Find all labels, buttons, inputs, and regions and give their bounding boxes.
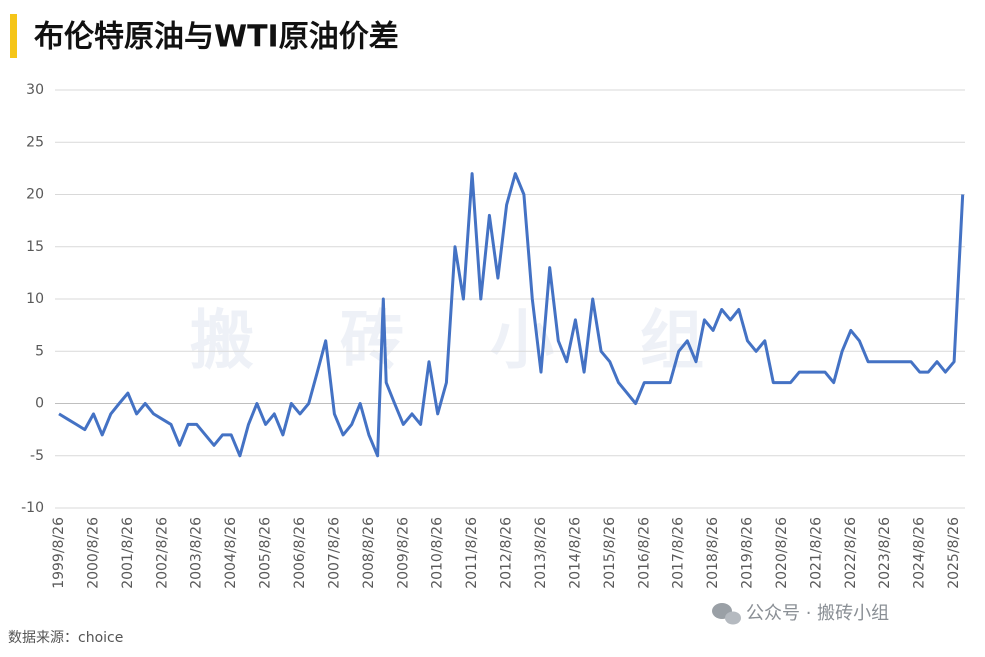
x-tick-label: 2014/8/26 xyxy=(567,517,583,589)
y-tick-label: -10 xyxy=(21,500,44,516)
x-tick-label: 2011/8/26 xyxy=(464,517,480,589)
x-tick-label: 2007/8/26 xyxy=(326,517,342,589)
y-tick-label: 25 xyxy=(26,134,44,150)
x-tick-label: 2023/8/26 xyxy=(877,517,893,589)
x-tick-label: 2013/8/26 xyxy=(533,517,549,589)
x-tick-label: 2008/8/26 xyxy=(361,517,377,589)
x-tick-label: 2004/8/26 xyxy=(223,517,239,589)
x-tick-label: 2003/8/26 xyxy=(189,517,205,589)
y-tick-label: -5 xyxy=(30,448,44,464)
title-accent xyxy=(10,14,17,58)
x-tick-label: 2025/8/26 xyxy=(946,517,962,589)
x-tick-label: 2009/8/26 xyxy=(395,517,411,589)
watermark: 砖 xyxy=(340,305,404,379)
x-tick-label: 2001/8/26 xyxy=(120,517,136,589)
x-tick-label: 2024/8/26 xyxy=(912,517,928,589)
x-tick-label: 2022/8/26 xyxy=(843,517,859,589)
x-tick-label: 2012/8/26 xyxy=(499,517,515,589)
y-tick-label: 15 xyxy=(26,239,44,255)
footer: 公众号 · 搬砖小组 xyxy=(746,603,889,624)
x-tick-label: 2021/8/26 xyxy=(808,517,824,589)
x-tick-label: 2010/8/26 xyxy=(430,517,446,589)
y-tick-label: 20 xyxy=(26,187,44,203)
x-tick-label: 2005/8/26 xyxy=(258,517,274,589)
x-tick-label: 2020/8/26 xyxy=(774,517,790,589)
x-tick-label: 2018/8/26 xyxy=(705,517,721,589)
x-tick-label: 1999/8/26 xyxy=(51,517,67,589)
y-tick-label: 5 xyxy=(35,343,44,359)
data-line xyxy=(58,172,965,458)
watermark: 组 xyxy=(640,305,704,379)
x-tick-label: 2000/8/26 xyxy=(85,517,101,589)
y-tick-label: 10 xyxy=(26,291,44,307)
y-tick-label: 0 xyxy=(35,396,44,412)
x-tick-label: 2019/8/26 xyxy=(739,517,755,589)
watermark: 搬 xyxy=(190,305,254,379)
y-tick-label: 30 xyxy=(26,82,44,98)
x-tick-label: 2016/8/26 xyxy=(636,517,652,589)
x-tick-label: 2002/8/26 xyxy=(154,517,170,589)
x-tick-label: 2017/8/26 xyxy=(671,517,687,589)
wechat-icon xyxy=(712,603,741,625)
x-tick-label: 2015/8/26 xyxy=(602,517,618,589)
x-tick-label: 2006/8/26 xyxy=(292,517,308,589)
chart-title: 布伦特原油与WTI原油价差 xyxy=(34,20,399,55)
source: 数据来源：choice xyxy=(8,630,123,646)
